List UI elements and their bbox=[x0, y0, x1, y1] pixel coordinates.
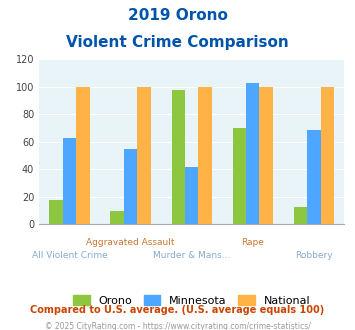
Bar bbox=[321, 87, 334, 224]
Bar bbox=[260, 87, 273, 224]
Text: All Violent Crime: All Violent Crime bbox=[32, 251, 108, 260]
Text: Aggravated Assault: Aggravated Assault bbox=[86, 238, 175, 247]
Bar bbox=[246, 83, 260, 224]
Bar bbox=[137, 87, 151, 224]
Text: Murder & Mans...: Murder & Mans... bbox=[153, 251, 230, 260]
Text: Violent Crime Comparison: Violent Crime Comparison bbox=[66, 35, 289, 50]
Bar bbox=[76, 87, 90, 224]
Text: 2019 Orono: 2019 Orono bbox=[127, 8, 228, 23]
Bar bbox=[124, 149, 137, 224]
Bar bbox=[110, 211, 124, 224]
Bar bbox=[49, 200, 63, 224]
Legend: Orono, Minnesota, National: Orono, Minnesota, National bbox=[68, 289, 316, 311]
Bar bbox=[294, 207, 307, 224]
Text: Robbery: Robbery bbox=[295, 251, 333, 260]
Bar bbox=[185, 167, 198, 224]
Text: © 2025 CityRating.com - https://www.cityrating.com/crime-statistics/: © 2025 CityRating.com - https://www.city… bbox=[45, 322, 310, 330]
Text: Rape: Rape bbox=[241, 238, 264, 247]
Bar bbox=[307, 130, 321, 224]
Bar bbox=[198, 87, 212, 224]
Bar bbox=[171, 90, 185, 224]
Bar bbox=[63, 138, 76, 224]
Bar bbox=[233, 128, 246, 224]
Text: Compared to U.S. average. (U.S. average equals 100): Compared to U.S. average. (U.S. average … bbox=[31, 305, 324, 315]
